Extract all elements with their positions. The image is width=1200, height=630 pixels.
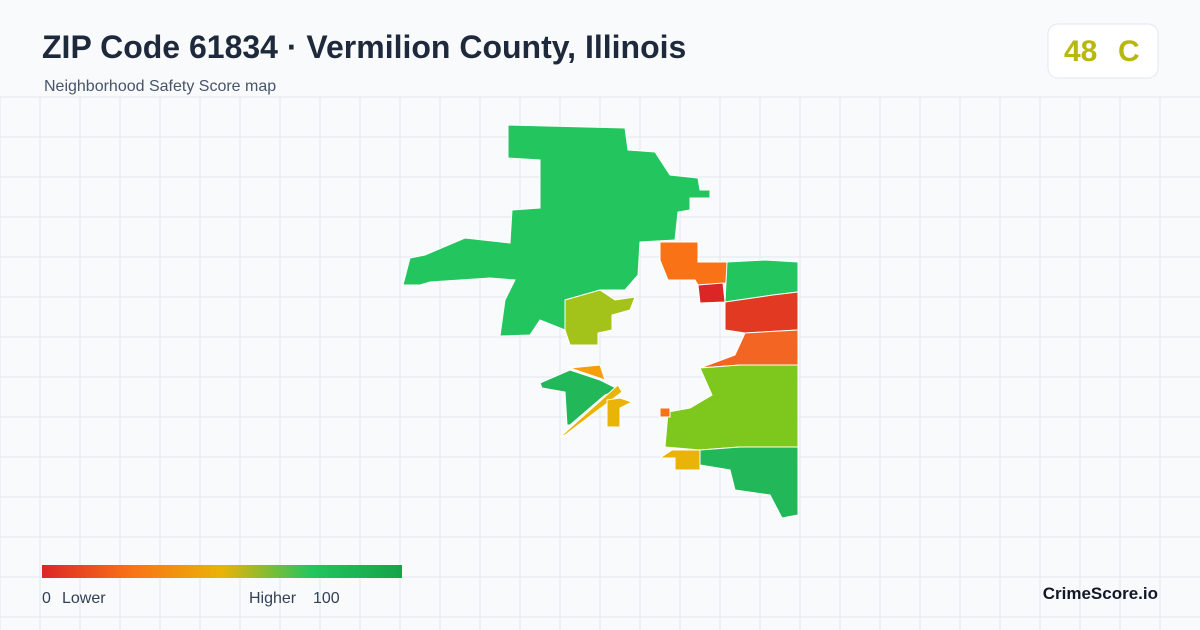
region	[659, 407, 671, 418]
region	[564, 289, 636, 346]
region	[659, 241, 728, 286]
region	[664, 364, 799, 451]
legend-max: 100	[313, 590, 340, 607]
legend-bar	[42, 565, 402, 578]
brand: CrimeScore.io	[1043, 584, 1158, 603]
region	[699, 446, 799, 519]
score-box	[1047, 23, 1159, 79]
region	[402, 124, 711, 337]
region	[539, 369, 622, 426]
region	[658, 449, 701, 471]
title: ZIP Code 61834 · Vermilion County, Illin…	[42, 29, 686, 65]
region	[606, 397, 634, 428]
legend-max-label: Higher	[249, 590, 297, 607]
background-grid	[0, 96, 1200, 630]
region	[697, 282, 726, 304]
legend-min-label: Lower	[62, 590, 106, 607]
region	[569, 364, 606, 381]
subtitle: Neighborhood Safety Score map	[44, 78, 276, 95]
score-grade: C	[1118, 35, 1140, 68]
region	[699, 329, 799, 369]
zip-map	[402, 124, 799, 519]
score-value: 48	[1064, 35, 1097, 68]
legend-min: 0	[42, 590, 51, 607]
region	[559, 384, 623, 438]
